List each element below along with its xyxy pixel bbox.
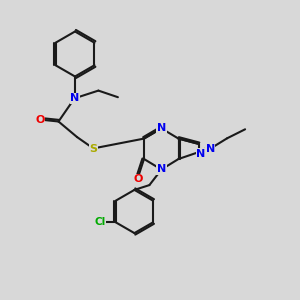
Text: N: N [70,93,80,103]
Text: O: O [134,174,143,184]
Text: N: N [157,164,166,175]
Text: O: O [35,115,45,125]
Text: S: S [90,143,98,154]
Text: N: N [196,148,205,159]
Text: Cl: Cl [94,217,106,227]
Text: N: N [157,123,166,134]
Text: N: N [206,144,215,154]
